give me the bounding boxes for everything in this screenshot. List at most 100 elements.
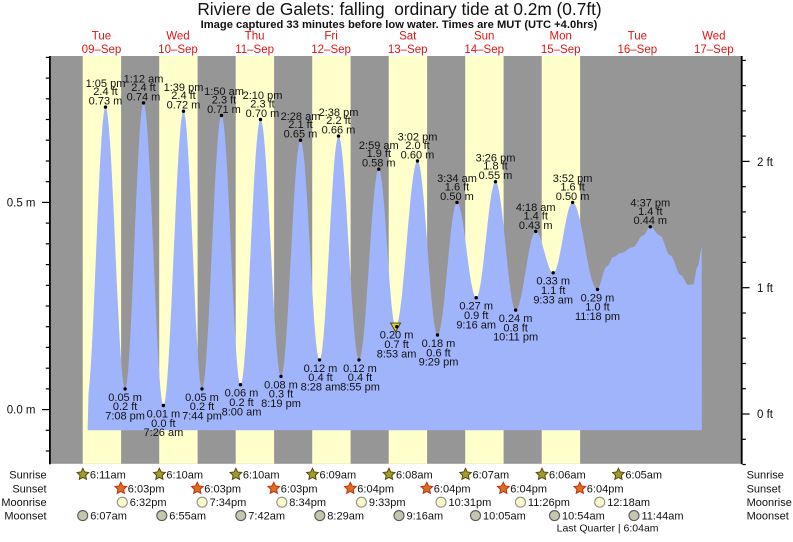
svg-text:Image captured 33 minutes befo: Image captured 33 minutes before low wat…: [201, 19, 598, 31]
svg-text:0.33 m: 0.33 m: [536, 276, 570, 288]
svg-text:0.65 m: 0.65 m: [284, 129, 318, 141]
svg-text:0.60 m: 0.60 m: [401, 149, 435, 161]
svg-text:0.4 ft: 0.4 ft: [348, 372, 372, 384]
svg-text:0.72 m: 0.72 m: [167, 100, 201, 112]
svg-text:12–Sep: 12–Sep: [311, 44, 351, 56]
svg-text:0.24 m: 0.24 m: [499, 313, 533, 325]
svg-text:2.0 ft: 2.0 ft: [405, 140, 429, 152]
svg-text:9:29 pm: 9:29 pm: [419, 357, 459, 369]
svg-text:2:38 pm: 2:38 pm: [319, 107, 359, 119]
svg-text:1.9 ft: 1.9 ft: [367, 148, 391, 160]
svg-text:0.8 ft: 0.8 ft: [503, 322, 527, 334]
svg-text:1:05 pm: 1:05 pm: [86, 78, 126, 90]
svg-text:6:10am: 6:10am: [243, 469, 280, 481]
svg-text:6:32pm: 6:32pm: [130, 497, 167, 509]
svg-text:6:11am: 6:11am: [90, 469, 126, 481]
svg-text:1.1 ft: 1.1 ft: [541, 285, 565, 297]
svg-text:8:28 am: 8:28 am: [301, 382, 341, 394]
svg-text:0.5 m: 0.5 m: [7, 198, 36, 210]
svg-text:Sunrise: Sunrise: [9, 469, 46, 481]
svg-text:16–Sep: 16–Sep: [617, 44, 657, 56]
svg-text:3:02 pm: 3:02 pm: [398, 132, 438, 144]
svg-text:8:55 pm: 8:55 pm: [340, 382, 380, 394]
svg-text:0.12 m: 0.12 m: [304, 363, 338, 375]
svg-text:17–Sep: 17–Sep: [694, 44, 734, 56]
svg-text:2.4 ft: 2.4 ft: [93, 86, 117, 98]
svg-text:0.05 m: 0.05 m: [108, 392, 142, 404]
svg-text:0.01 m: 0.01 m: [147, 408, 181, 420]
svg-text:7:08 pm: 7:08 pm: [105, 411, 145, 423]
svg-text:1:39 pm: 1:39 pm: [164, 82, 204, 94]
svg-text:10:54am: 10:54am: [562, 511, 605, 523]
svg-text:Sunset: Sunset: [12, 483, 46, 495]
svg-text:8:34pm: 8:34pm: [289, 497, 326, 509]
svg-text:8:00 am: 8:00 am: [222, 406, 262, 418]
svg-text:7:42am: 7:42am: [248, 511, 285, 523]
svg-text:0.3 ft: 0.3 ft: [269, 389, 293, 401]
svg-text:Wed: Wed: [166, 31, 189, 43]
svg-text:3:26 pm: 3:26 pm: [476, 152, 516, 164]
svg-text:0.44 m: 0.44 m: [633, 215, 667, 227]
svg-text:Fri: Fri: [324, 31, 337, 43]
svg-text:Mon: Mon: [550, 31, 572, 43]
svg-text:9:16 am: 9:16 am: [456, 319, 496, 331]
svg-text:0.2 ft: 0.2 ft: [229, 397, 253, 409]
svg-text:6:55am: 6:55am: [169, 511, 206, 523]
svg-text:1.0 ft: 1.0 ft: [585, 302, 609, 314]
svg-text:0.06 m: 0.06 m: [225, 388, 259, 400]
svg-text:14–Sep: 14–Sep: [464, 44, 504, 56]
svg-text:0.74 m: 0.74 m: [127, 91, 161, 103]
svg-text:6:06am: 6:06am: [549, 469, 586, 481]
svg-text:15–Sep: 15–Sep: [541, 44, 581, 56]
svg-text:8:53 am: 8:53 am: [377, 348, 417, 360]
svg-text:1.6 ft: 1.6 ft: [445, 181, 469, 193]
svg-text:0.70 m: 0.70 m: [246, 108, 280, 120]
svg-text:6:05am: 6:05am: [625, 469, 662, 481]
svg-text:Sunset: Sunset: [747, 483, 781, 495]
svg-text:2:10 pm: 2:10 pm: [243, 90, 283, 102]
svg-text:11–Sep: 11–Sep: [235, 44, 274, 56]
svg-text:0.6 ft: 0.6 ft: [426, 347, 450, 359]
svg-text:2.3 ft: 2.3 ft: [250, 99, 274, 111]
svg-text:Wed: Wed: [702, 31, 725, 43]
svg-text:Moonrise: Moonrise: [1, 497, 46, 509]
svg-text:10:31pm: 10:31pm: [449, 497, 492, 509]
svg-text:6:07am: 6:07am: [90, 511, 127, 523]
svg-text:6:10am: 6:10am: [166, 469, 203, 481]
svg-text:11:44am: 11:44am: [642, 511, 684, 523]
svg-text:10:05am: 10:05am: [483, 511, 526, 523]
svg-text:11:26pm: 11:26pm: [528, 497, 570, 509]
svg-text:2.1 ft: 2.1 ft: [288, 119, 312, 131]
svg-text:0.18 m: 0.18 m: [422, 338, 456, 350]
svg-text:Moonset: Moonset: [4, 511, 46, 523]
svg-text:6:04pm: 6:04pm: [587, 483, 624, 495]
svg-text:3:52 pm: 3:52 pm: [553, 173, 593, 185]
svg-text:0.29 m: 0.29 m: [581, 292, 615, 304]
svg-text:0.08 m: 0.08 m: [264, 379, 298, 391]
svg-text:7:44 pm: 7:44 pm: [182, 411, 222, 423]
svg-text:0.55 m: 0.55 m: [479, 170, 513, 182]
svg-text:6:03pm: 6:03pm: [128, 483, 165, 495]
svg-text:0.9 ft: 0.9 ft: [464, 310, 488, 322]
svg-text:1.6 ft: 1.6 ft: [560, 181, 584, 193]
svg-text:2:28 am: 2:28 am: [281, 111, 321, 123]
svg-text:10:11 pm: 10:11 pm: [493, 332, 538, 344]
svg-text:1:12 am: 1:12 am: [124, 74, 164, 86]
svg-text:8:29am: 8:29am: [327, 511, 364, 523]
svg-text:13–Sep: 13–Sep: [388, 44, 428, 56]
svg-text:Sat: Sat: [399, 31, 417, 43]
svg-text:6:04pm: 6:04pm: [510, 483, 547, 495]
svg-text:0.43 m: 0.43 m: [519, 220, 553, 232]
svg-text:9:33 am: 9:33 am: [533, 294, 573, 306]
svg-text:12:18am: 12:18am: [607, 497, 650, 509]
svg-text:8:19 pm: 8:19 pm: [261, 398, 301, 410]
svg-text:6:04pm: 6:04pm: [357, 483, 394, 495]
svg-text:0.05 m: 0.05 m: [185, 392, 219, 404]
svg-text:Tue: Tue: [628, 31, 647, 43]
svg-text:1:50 am: 1:50 am: [204, 86, 244, 98]
svg-text:Moonset: Moonset: [747, 511, 789, 523]
svg-text:Sunrise: Sunrise: [747, 469, 784, 481]
svg-text:0.71 m: 0.71 m: [207, 104, 241, 116]
svg-text:10–Sep: 10–Sep: [158, 44, 198, 56]
svg-text:2.2 ft: 2.2 ft: [326, 115, 350, 127]
